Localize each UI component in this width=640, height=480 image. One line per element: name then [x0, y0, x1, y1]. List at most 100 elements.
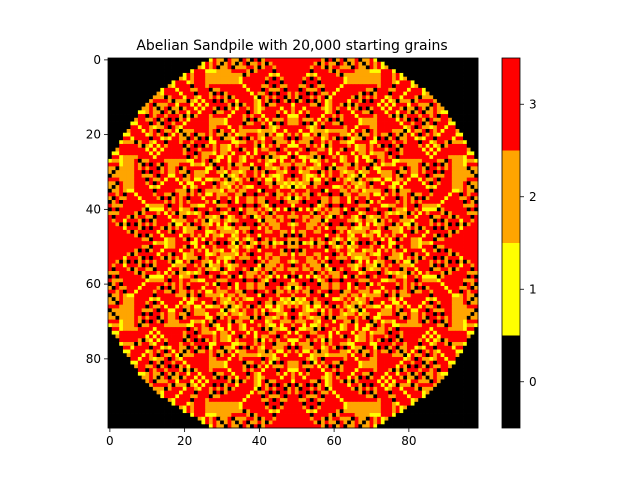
heatmap-cell: [186, 188, 191, 193]
heatmap-cell: [190, 211, 195, 216]
heatmap-cell: [324, 226, 329, 231]
heatmap-cell: [470, 84, 475, 89]
heatmap-cell: [418, 72, 423, 78]
heatmap-cell: [436, 143, 442, 149]
heatmap-cell: [324, 233, 329, 238]
heatmap-cell: [414, 72, 419, 78]
heatmap-cell: [343, 99, 348, 104]
heatmap-cell: [216, 200, 221, 205]
heatmap-cell: [152, 185, 157, 190]
heatmap-cell: [444, 155, 449, 160]
heatmap-cell: [309, 110, 314, 115]
heatmap-cell: [321, 132, 326, 137]
heatmap-cell: [294, 121, 300, 126]
heatmap-cell: [448, 147, 453, 152]
heatmap-cell: [227, 95, 232, 100]
heatmap-cell: [354, 136, 359, 141]
heatmap-cell: [253, 114, 258, 119]
heatmap-cell: [250, 72, 255, 78]
heatmap-cell: [470, 237, 475, 242]
heatmap-cell: [279, 136, 285, 141]
heatmap-cell: [279, 58, 285, 63]
heatmap-cell: [119, 188, 124, 193]
heatmap-cell: [250, 229, 255, 235]
heatmap-cell: [421, 147, 427, 152]
heatmap-cell: [335, 91, 341, 96]
heatmap-cell: [193, 203, 199, 208]
heatmap-cell: [231, 196, 236, 201]
heatmap-cell: [343, 61, 348, 66]
heatmap-cell: [414, 80, 419, 85]
heatmap-cell: [463, 226, 468, 231]
heatmap-cell: [309, 129, 314, 134]
heatmap-cell: [392, 99, 397, 104]
heatmap-cell: [448, 229, 453, 235]
heatmap-cell: [392, 170, 397, 175]
heatmap-cell: [321, 114, 326, 119]
heatmap-cell: [268, 226, 273, 231]
heatmap-cell: [137, 132, 143, 137]
heatmap-cell: [193, 143, 199, 149]
heatmap-cell: [291, 170, 296, 175]
heatmap-cell: [466, 185, 471, 190]
heatmap-cell: [429, 162, 434, 167]
heatmap-cell: [425, 170, 430, 175]
heatmap-cell: [119, 91, 124, 96]
heatmap-cell: [365, 102, 371, 107]
heatmap-cell: [253, 65, 258, 70]
heatmap-cell: [410, 162, 415, 167]
heatmap-cell: [152, 244, 157, 250]
heatmap-cell: [227, 214, 232, 220]
heatmap-cell: [257, 87, 262, 93]
heatmap-cell: [373, 76, 378, 81]
heatmap-cell: [216, 72, 221, 78]
heatmap-cell: [373, 65, 378, 70]
heatmap-cell: [321, 65, 326, 70]
heatmap-cell: [156, 188, 161, 193]
heatmap-cell: [182, 151, 187, 156]
heatmap-cell: [253, 158, 258, 164]
heatmap-cell: [250, 200, 255, 205]
heatmap-cell: [395, 203, 400, 208]
heatmap-cell: [152, 158, 157, 164]
heatmap-cell: [283, 61, 288, 66]
heatmap-cell: [425, 69, 430, 74]
heatmap-cell: [380, 129, 385, 134]
heatmap-cell: [421, 226, 427, 231]
heatmap-cell: [291, 214, 296, 220]
heatmap-cell: [238, 241, 243, 246]
heatmap-cell: [459, 140, 464, 145]
heatmap-cell: [384, 147, 389, 152]
heatmap-cell: [294, 158, 300, 164]
heatmap-cell: [347, 132, 352, 137]
heatmap-cell: [246, 69, 251, 74]
heatmap-cell: [272, 214, 277, 220]
heatmap-cell: [298, 214, 303, 220]
heatmap-cell: [455, 76, 460, 81]
heatmap-cell: [201, 84, 206, 89]
heatmap-cell: [149, 244, 154, 250]
heatmap-cell: [287, 147, 292, 152]
heatmap-cell: [444, 117, 449, 122]
heatmap-cell: [317, 226, 322, 231]
heatmap-cell: [223, 110, 228, 115]
heatmap-cell: [347, 229, 352, 235]
heatmap-cell: [339, 196, 344, 201]
heatmap-cell: [433, 155, 438, 160]
heatmap-cell: [332, 147, 337, 152]
heatmap-cell: [448, 76, 453, 81]
heatmap-cell: [111, 91, 116, 96]
heatmap-cell: [392, 121, 397, 126]
heatmap-cell: [141, 102, 146, 107]
heatmap-cell: [208, 158, 214, 164]
heatmap-cell: [369, 196, 374, 201]
heatmap-cell: [399, 237, 404, 242]
heatmap-cell: [175, 237, 180, 242]
heatmap-cell: [126, 226, 131, 231]
heatmap-cell: [205, 61, 210, 66]
heatmap-cell: [160, 121, 165, 126]
heatmap-cell: [130, 132, 135, 137]
heatmap-cell: [175, 132, 180, 137]
heatmap-cell: [414, 166, 419, 171]
heatmap-cell: [384, 181, 389, 186]
